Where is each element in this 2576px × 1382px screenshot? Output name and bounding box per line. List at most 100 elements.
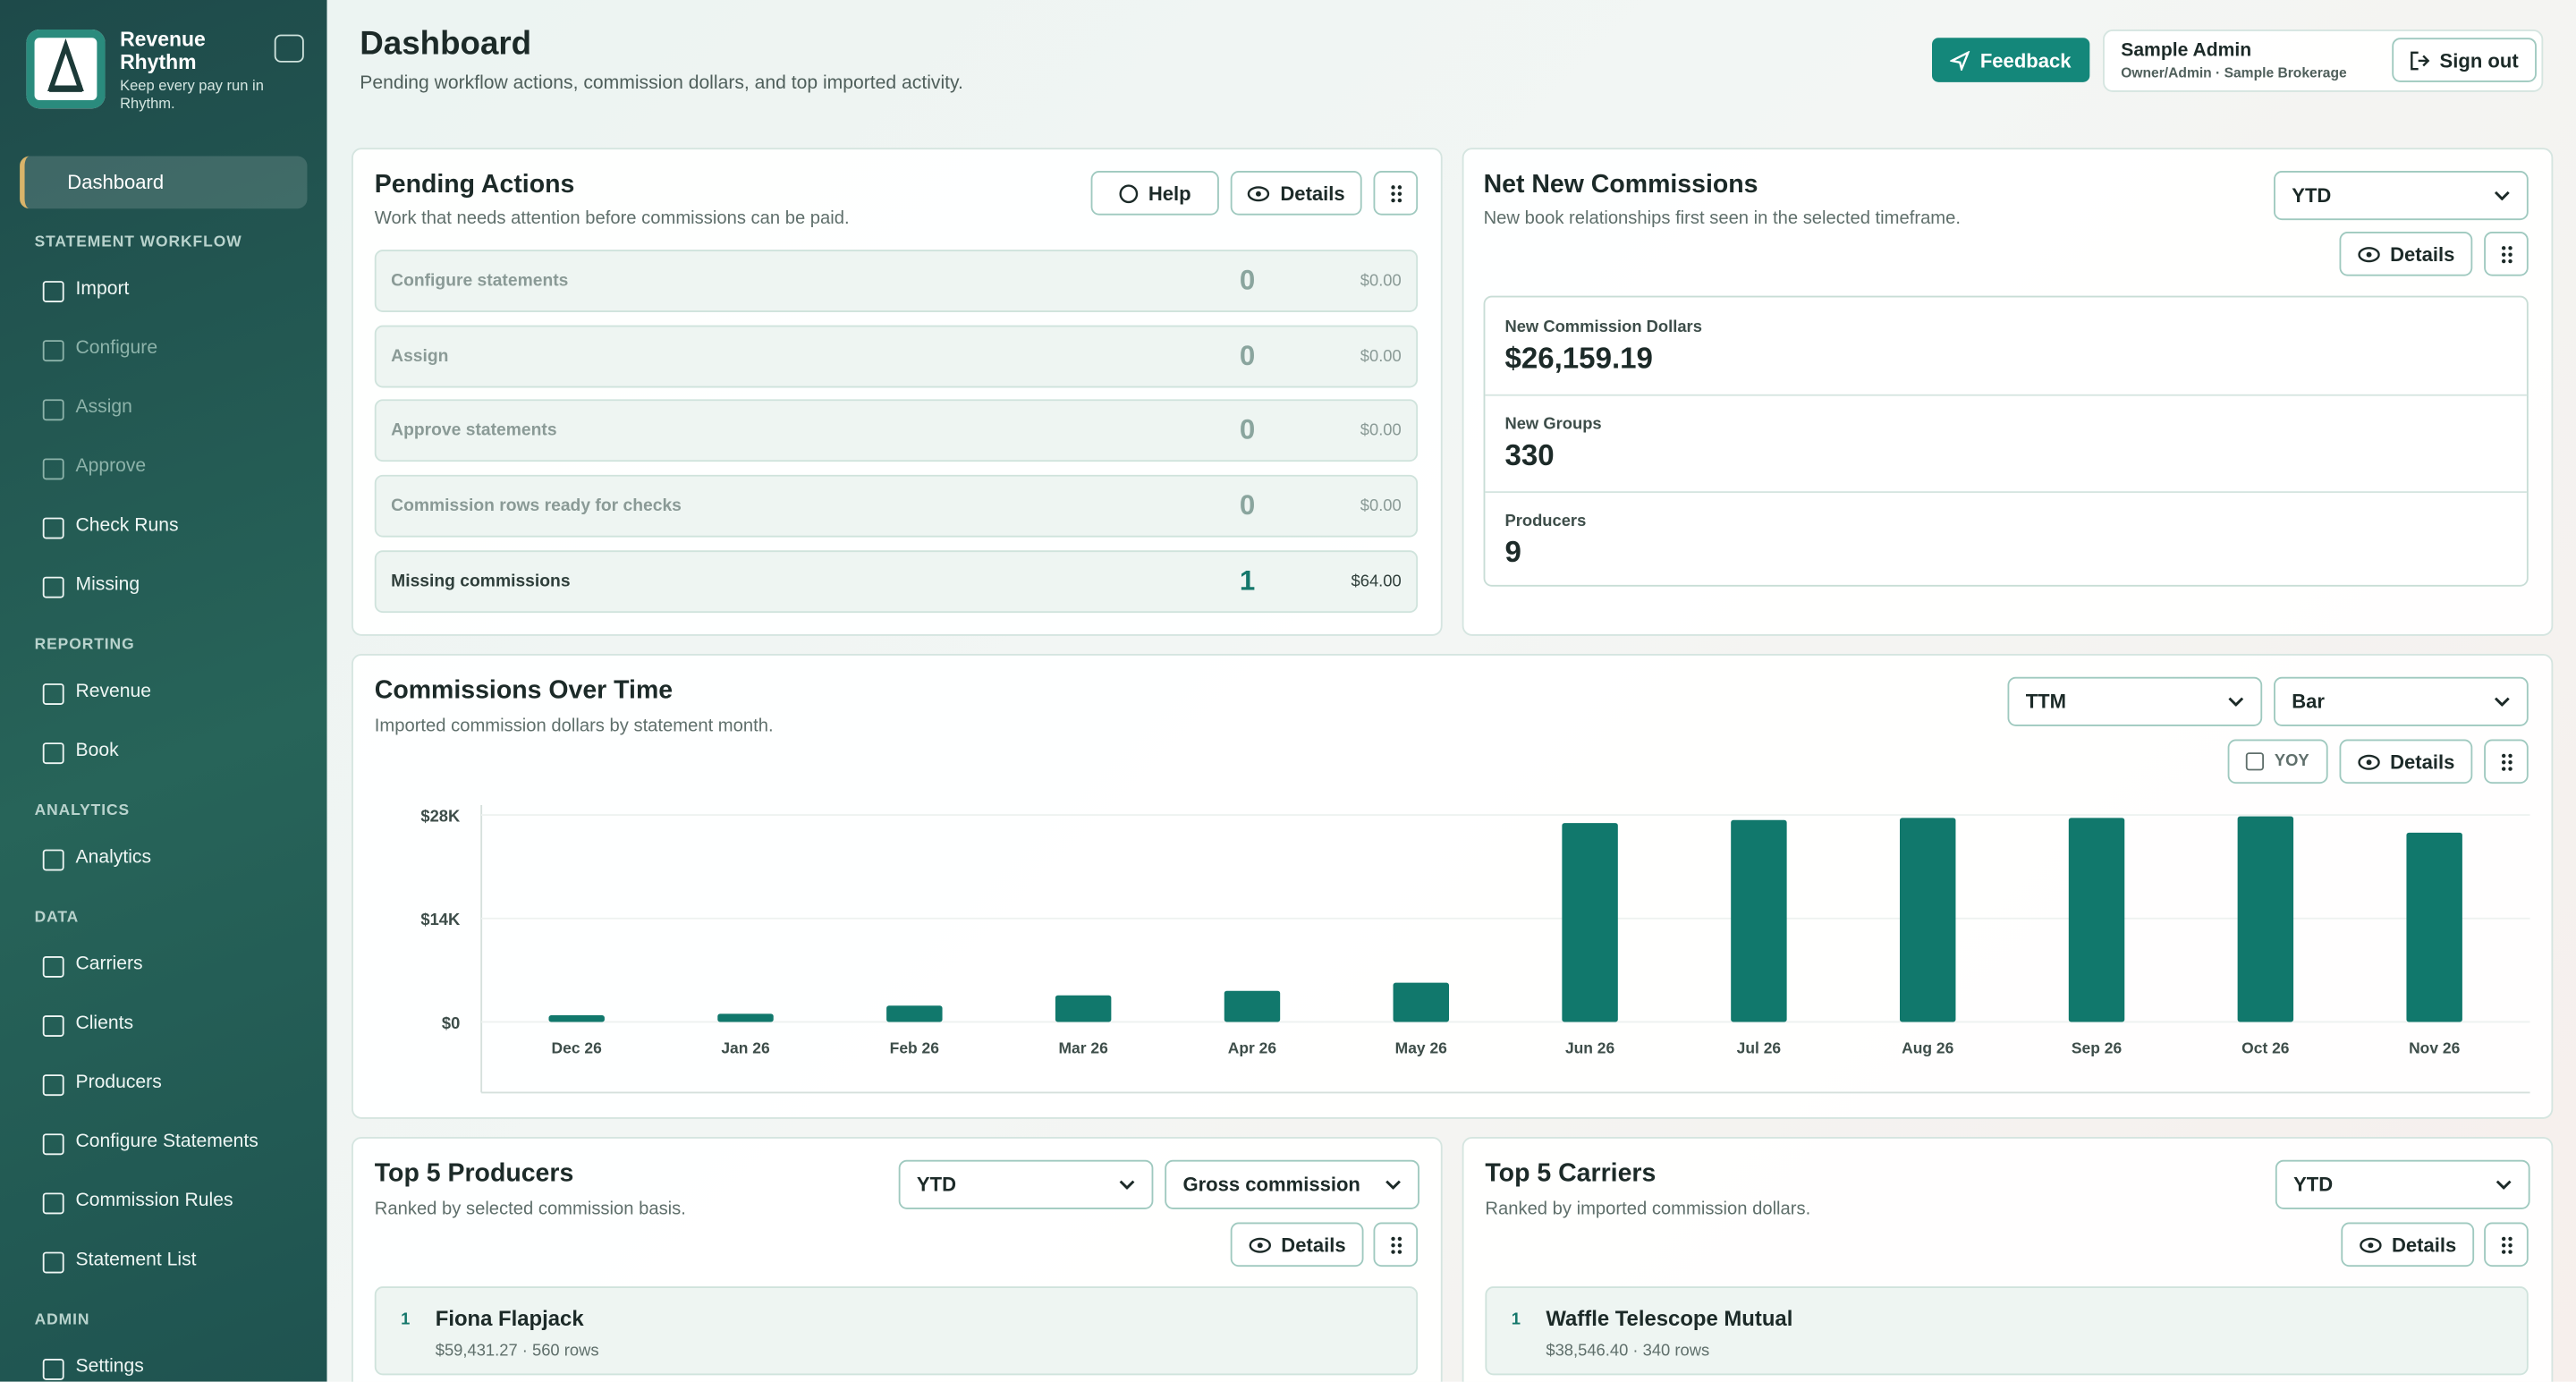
nav-item[interactable]: Clients [42,1013,134,1037]
pending-row[interactable]: Configure statements 0 $0.00 [374,250,1419,312]
dropdown[interactable]: Gross commission [1165,1159,1419,1209]
nav-item[interactable]: Configure [42,338,158,362]
card-title: Top 5 Carriers [1485,1159,1657,1188]
eye-icon [1249,1236,1271,1252]
bar [2237,816,2294,1022]
feedback-button[interactable]: Feedback [1932,38,2090,82]
button[interactable]: Details [2339,739,2473,784]
nav-label: Producers [75,1073,162,1093]
nav-icon [42,742,64,765]
nav-section: STATEMENT WORKFLOW [34,233,242,252]
bar [2068,818,2125,1022]
metrics-box [1483,295,2529,587]
nav-icon [42,683,64,705]
metric-value: $26,159.19 [1504,342,1653,375]
nav-item[interactable]: Configure Statements [42,1132,258,1156]
user-role: Owner/Admin · Sample Brokerage [2121,64,2347,81]
button-label: Details [2390,242,2455,266]
button-label: Feedback [1979,48,2072,72]
dropdown-value: Bar [2292,690,2326,714]
logo [26,30,106,109]
row-count: 0 [1239,414,1256,446]
ranking-name: Fiona Flapjack [435,1306,584,1331]
nav-icon [42,576,64,598]
nav-label: Check Runs [75,515,179,536]
card [352,654,2554,1119]
nav-item[interactable]: Analytics [42,847,152,871]
pending-row[interactable]: Missing commissions 1 $64.00 [374,549,1419,613]
dropdown[interactable]: YTD [2275,1159,2530,1209]
pending-row[interactable]: Approve statements 0 $0.00 [374,400,1419,462]
row-amount: $0.00 [1360,347,1402,367]
card-title: Pending Actions [374,171,575,199]
nav-item[interactable]: Statement List [42,1250,197,1274]
nav-item[interactable]: Check Runs [42,515,179,539]
nav-section: DATA [34,908,80,927]
dropdown[interactable]: YTD [2274,171,2529,221]
x-tick-label: Jun 26 [1565,1039,1615,1056]
button[interactable]: Details [2339,231,2473,276]
nav-icon [42,340,64,362]
drag-handle[interactable] [1373,171,1419,216]
button[interactable]: Help [1090,171,1219,216]
drag-handle[interactable] [2484,1222,2529,1268]
metric-label: Producers [1504,513,1587,531]
nav-label: Configure [75,338,158,359]
button[interactable]: Details [1230,171,1362,216]
nav-label: Clients [75,1013,134,1034]
button-label: Help [1148,181,1191,205]
button-label: Details [2390,750,2455,774]
row-count: 1 [1239,564,1256,597]
button-label: Details [1280,181,1345,205]
nav-item[interactable]: Commission Rules [42,1191,233,1215]
nav-label: Commission Rules [75,1191,233,1211]
x-tick-label: Aug 26 [1902,1039,1953,1056]
pending-row[interactable]: Commission rows ready for checks 0 $0.00 [374,474,1419,538]
drag-handle[interactable] [2484,231,2529,276]
nav-icon [42,849,64,871]
nav-label: Settings [75,1357,144,1378]
nav-icon [42,1133,64,1156]
dropdown[interactable]: Bar [2274,676,2529,726]
drag-handle[interactable] [1373,1222,1419,1268]
dropdown[interactable]: YTD [898,1159,1154,1209]
dropdown[interactable]: TTM [2007,676,2263,726]
nav-item[interactable]: Assign [42,397,132,421]
button[interactable]: Sign out [2392,38,2537,82]
nav-item[interactable]: Producers [42,1073,162,1097]
nav-item[interactable]: Revenue [42,682,152,705]
row-amount: $0.00 [1360,422,1402,441]
button-label: Sign out [2439,48,2519,72]
bar [548,1015,605,1022]
button[interactable]: Details [2341,1222,2475,1268]
ranking-row[interactable]: 1 Fiona Flapjack $59,431.27 · 560 rows [374,1286,1419,1376]
collapse-button[interactable] [274,34,304,63]
nav-label: Statement List [75,1250,197,1270]
nav-icon [42,281,64,302]
metric-label: New Groups [1504,415,1602,434]
nav-item[interactable]: Missing [42,575,140,598]
pending-row[interactable]: Assign 0 $0.00 [374,325,1419,387]
drag-handle[interactable] [2484,739,2529,784]
nav-item[interactable]: Settings [42,1357,144,1380]
page-subtitle: Pending workflow actions, commission dol… [360,73,963,94]
nav-item[interactable]: Carriers [42,954,143,978]
nav-active[interactable] [20,156,308,209]
nav-label: Revenue [75,682,152,702]
metric-value: 330 [1504,438,1555,472]
ranking-row[interactable]: 1 Waffle Telescope Mutual $38,546.40 · 3… [1485,1286,2529,1376]
nav-item[interactable]: Import [42,279,130,302]
nav-item[interactable]: Book [42,741,119,765]
nav-label: Analytics [75,847,152,868]
yoy-toggle[interactable]: YOY [2227,739,2328,784]
nav-item[interactable]: Approve [42,457,147,480]
nav-section: ANALYTICS [34,801,131,820]
button[interactable]: Details [1230,1222,1364,1268]
divider [1485,491,2527,494]
nav-icon [42,1192,64,1215]
rank: 1 [401,1310,411,1329]
x-tick-label: Mar 26 [1059,1039,1109,1056]
row-label: Missing commissions [391,571,571,591]
bar [1731,819,1787,1022]
nav-label: Assign [75,397,132,418]
